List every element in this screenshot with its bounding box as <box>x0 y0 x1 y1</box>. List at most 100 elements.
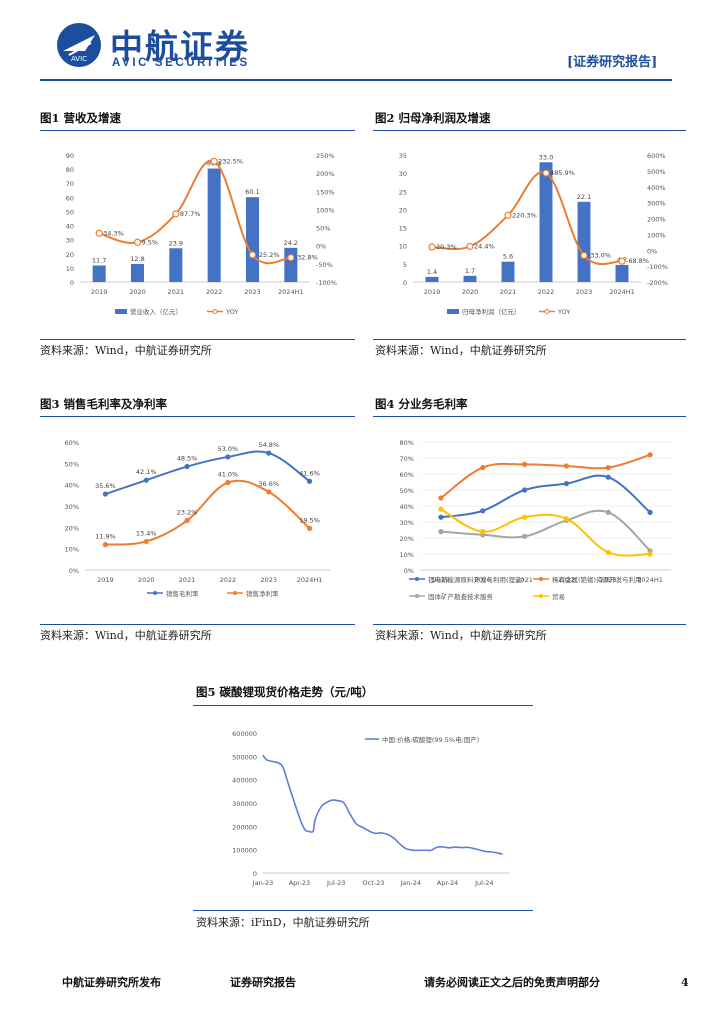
series-marker <box>480 508 486 514</box>
series-data-label: 41.6% <box>299 469 320 477</box>
bar-data-label: 33.0 <box>539 153 553 161</box>
fig3-bottom-rule <box>40 624 355 625</box>
right-axis-tick-label: -100% <box>647 263 668 271</box>
x-axis-tick-label: 2019 <box>424 288 441 296</box>
series-marker <box>225 479 231 486</box>
x-axis-tick-label: 2024H1 <box>297 576 323 584</box>
series-marker <box>605 465 611 471</box>
fig5-source: 资料来源：iFinD，中航证券研究所 <box>196 916 370 929</box>
y-axis-tick-label: 10% <box>400 551 414 559</box>
page-number: 4 <box>681 976 689 989</box>
right-axis-tick-label: 50% <box>316 225 330 233</box>
legend-marker <box>415 577 419 581</box>
yoy-marker <box>580 251 588 260</box>
series-marker <box>438 495 444 501</box>
legend-label-line: YOY <box>225 308 238 316</box>
bar <box>425 276 439 282</box>
document-type-tag: [证券研究报告] <box>567 55 658 70</box>
fig5-bottom-rule <box>193 910 533 911</box>
bar-data-label: 60.1 <box>245 188 259 196</box>
bar <box>463 275 477 282</box>
yoy-marker <box>248 251 257 259</box>
fig3-source: 资料来源：Wind，中航证券研究所 <box>40 629 212 642</box>
series-marker <box>102 491 109 497</box>
x-axis-tick-label: Jul-24 <box>474 879 493 887</box>
x-axis-tick-label: 2022 <box>220 576 237 584</box>
bar-data-label: 22.1 <box>577 193 591 201</box>
x-axis-tick-label: 2020 <box>129 288 146 296</box>
legend-marker <box>233 591 237 595</box>
fig3-top-rule <box>40 416 355 417</box>
legend-marker <box>153 591 157 595</box>
legend-label-line: YOY <box>557 308 570 316</box>
yoy-data-label: 34.3% <box>103 229 124 237</box>
x-axis-tick-label: 2019 <box>433 576 450 584</box>
yoy-data-label: 87.7% <box>180 210 201 218</box>
bar <box>92 265 106 282</box>
fig5-title: 图5 碳酸锂现货价格走势（元/吨） <box>196 685 374 699</box>
y-axis-tick-label: 100000 <box>232 847 257 855</box>
legend-label: 中国:价格:碳酸锂(99.5%电:国产) <box>382 735 479 744</box>
fig2-title: 图2 归母净利润及增速 <box>375 111 491 125</box>
x-axis-tick-label: 2022 <box>206 288 223 296</box>
series-line <box>440 508 651 557</box>
fig4-chart: 0% 10% 20% 30% 40% 50% 60% 70% 80% 2019 2020 2021 20… <box>400 439 671 601</box>
yoy-data-label: 9.5% <box>142 238 159 246</box>
fig4-title: 图4 分业务毛利率 <box>375 397 468 411</box>
right-axis-tick-label: 100% <box>647 231 666 239</box>
yoy-data-label: -32.8% <box>295 254 318 262</box>
series-marker <box>521 514 528 520</box>
left-axis-tick-label: 20 <box>399 206 407 214</box>
fig2-top-rule <box>373 130 686 131</box>
x-axis-tick-label: 2024H1 <box>278 288 304 296</box>
bar <box>501 261 515 282</box>
series-marker <box>521 461 528 467</box>
left-axis-tick-label: 0 <box>403 279 407 287</box>
left-axis-tick-label: 25 <box>399 188 407 196</box>
left-axis-tick-label: 40 <box>66 223 74 231</box>
fig1-top-rule <box>40 130 355 131</box>
x-axis-tick-label: 2021 <box>168 288 185 296</box>
series-data-label: 42.1% <box>136 468 157 476</box>
x-axis-tick-label: 2023 <box>244 288 261 296</box>
series-marker <box>605 509 611 515</box>
y-axis-tick-label: 40% <box>65 482 79 490</box>
left-axis-tick-label: 35 <box>399 152 407 160</box>
footer-publisher: 中航证券研究所发布 <box>62 976 161 989</box>
series-data-label: 48.5% <box>177 455 198 463</box>
series-marker <box>605 474 611 480</box>
bar <box>245 197 260 282</box>
right-axis-tick-label: 200% <box>647 216 666 224</box>
yoy-data-label: 20.3% <box>436 243 457 251</box>
yoy-marker <box>504 211 512 219</box>
yoy-marker <box>466 242 474 250</box>
bar-data-label: 24.2 <box>284 239 298 247</box>
bar-data-label: 11.7 <box>92 256 106 264</box>
yoy-data-label: 24.4% <box>474 242 495 250</box>
left-axis-tick-label: 30 <box>399 170 407 178</box>
header-rule <box>40 79 672 81</box>
x-axis-tick-label: 2021 <box>179 576 196 584</box>
legend-label: 销售毛利率 <box>166 589 199 598</box>
y-axis-tick-label: 300000 <box>232 800 257 808</box>
series-data-label: 41.0% <box>218 471 239 479</box>
series-marker <box>184 517 190 524</box>
x-axis-tick-label: 2022 <box>538 288 555 296</box>
yoy-marker <box>210 157 218 165</box>
yoy-marker <box>95 229 103 237</box>
left-axis-tick-label: 90 <box>66 152 74 160</box>
series-marker <box>306 525 313 531</box>
series-marker <box>266 450 272 456</box>
series-marker <box>647 551 653 557</box>
yoy-data-label: -68.8% <box>626 257 649 265</box>
fig1-title: 图1 营收及增速 <box>40 111 122 125</box>
x-axis-tick-label: Jan-23 <box>252 879 274 887</box>
fig2-source: 资料来源：Wind，中航证券研究所 <box>375 344 547 357</box>
right-axis-tick-label: -100% <box>316 279 337 287</box>
y-axis-tick-label: 600000 <box>232 730 257 738</box>
series-marker <box>521 533 528 539</box>
yoy-data-label: 220.3% <box>512 211 537 219</box>
y-axis-tick-label: 500000 <box>232 753 257 761</box>
left-axis-tick-label: 5 <box>403 261 407 269</box>
legend-swatch-bar <box>115 309 127 314</box>
